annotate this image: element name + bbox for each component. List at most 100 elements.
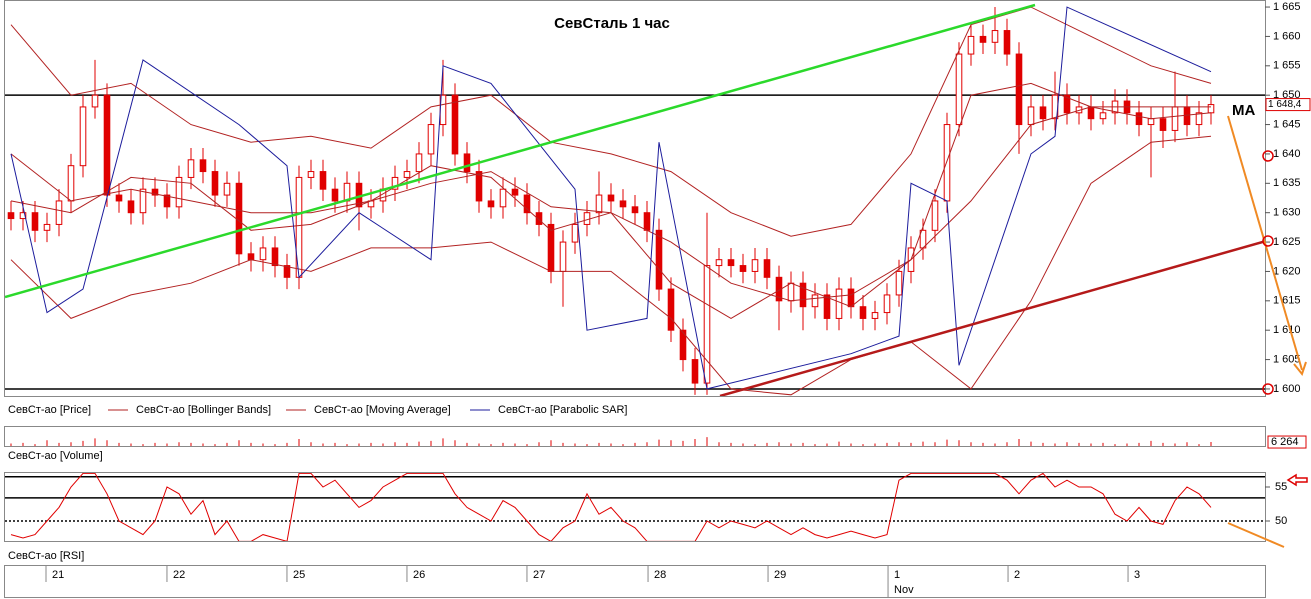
rsi-panel [4,472,1266,542]
candle-body [1015,53,1023,126]
y-tick-label: 55 [1275,481,1287,493]
y-tick-label: 1 660 [1273,30,1301,42]
candle-body [127,200,135,214]
candle-body [955,53,963,126]
marker [1262,383,1274,395]
candle-body [163,194,171,208]
rsi-line [10,473,1212,541]
price-plot [5,6,1265,396]
candle-body [535,212,543,225]
y-tick-label: 1 640 [1273,148,1301,160]
x-tick-label: 2 [1014,569,1020,581]
candle-body [691,359,699,384]
candle-body [67,165,75,202]
indicator-line [10,135,1212,396]
last-volume-box [1267,435,1307,449]
volume-panel [4,426,1266,447]
candle-body [199,159,207,173]
candle-body [151,188,159,196]
candle-body [1087,106,1095,120]
candle-body [715,259,723,267]
candle-body [187,159,195,178]
candle-body [1159,118,1167,131]
candle-body [643,212,651,231]
candle-body [571,223,579,243]
chart-title: СевСталь 1 час [554,15,670,32]
candle-body [31,212,39,231]
candle-body [487,200,495,208]
candle-body [1027,106,1035,126]
candle-body [271,247,279,267]
trend-line [719,239,1265,396]
candle-body [1099,112,1107,120]
x-axis-panel [4,565,1266,598]
candle-body [595,194,603,214]
indicator-line [10,6,1212,390]
candle-body [175,176,183,208]
candle-body [319,171,327,190]
y-tick-label: 1 665 [1273,1,1301,13]
candle-body [1147,118,1155,126]
drawings [5,3,1265,396]
candle-body [307,171,315,178]
candle-body [787,282,795,302]
candle-body [403,171,411,178]
candle-body [415,153,423,173]
candle-body [979,35,987,43]
candle-body [739,265,747,272]
candle-body [931,200,939,231]
candle-body [619,200,627,208]
candle-body [703,265,711,384]
candle-body [631,206,639,214]
candle-body [799,282,807,308]
candle-body [103,94,111,196]
marker [1286,473,1308,487]
candle-body [91,94,99,108]
candle-body [763,259,771,278]
arrow [1227,115,1303,371]
y-tick-label: 1 635 [1273,177,1301,189]
candle-body [55,200,63,225]
y-tick-label: 1 605 [1273,353,1301,365]
legend-label: СевСт-ао [Bollinger Bands] [136,404,271,416]
candle-body [583,212,591,225]
candle-body [223,182,231,196]
candle-body [751,259,759,272]
candle-body [547,223,555,272]
annotation: MA [1232,102,1255,119]
candle-body [991,30,999,43]
candle-body [1039,106,1047,120]
x-tick-label: 26 [413,569,425,581]
candle-body [859,306,867,319]
legend-label: СевСт-ао [Moving Average] [314,404,451,416]
candle-body [79,106,87,167]
x-tick-label: 29 [774,569,786,581]
y-tick-label: 50 [1275,515,1287,527]
x-tick-label: 25 [293,569,305,581]
candle-body [1207,104,1215,114]
candle-body [823,294,831,319]
marker [1262,150,1274,162]
candle-body [1063,94,1071,114]
y-tick-label: 1 655 [1273,60,1301,72]
candle-body [7,212,15,220]
trend-line [5,3,1036,299]
x-tick-label: 3 [1134,569,1140,581]
x-tick-label: 28 [654,569,666,581]
last-price-box [1265,98,1311,112]
candle-body [835,288,843,319]
candle-body [607,194,615,202]
candle-body [451,94,459,155]
candle-body [259,247,267,261]
candle-body [895,270,903,296]
x-tick-label: 27 [533,569,545,581]
candle-body [523,194,531,214]
x-tick-label: 1 [894,569,900,581]
x-tick-label: Nov [894,584,914,596]
candle-body [139,188,147,214]
y-tick-label: 1 625 [1273,236,1301,248]
candle-body [115,194,123,202]
candle-body [511,188,519,196]
candle-body [391,176,399,190]
